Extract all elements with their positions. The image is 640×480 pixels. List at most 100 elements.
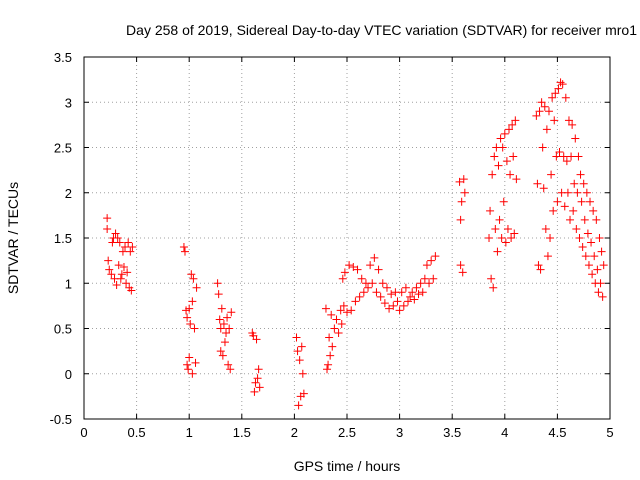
data-point bbox=[567, 152, 576, 161]
data-point bbox=[111, 229, 120, 238]
data-point bbox=[490, 152, 499, 161]
data-point bbox=[416, 279, 425, 288]
data-point bbox=[370, 253, 379, 262]
data-point bbox=[418, 288, 427, 297]
data-point bbox=[505, 125, 514, 134]
data-point bbox=[183, 360, 192, 369]
data-point bbox=[382, 283, 391, 292]
data-point bbox=[185, 353, 194, 362]
data-point bbox=[534, 261, 543, 270]
x-axis-label: GPS time / hours bbox=[294, 458, 401, 474]
x-tick-label: 2 bbox=[291, 425, 298, 440]
data-point bbox=[406, 292, 415, 301]
data-point bbox=[336, 306, 345, 315]
data-point bbox=[337, 319, 346, 328]
data-point bbox=[429, 274, 438, 283]
data-point bbox=[227, 308, 236, 317]
data-point bbox=[594, 288, 603, 297]
data-point bbox=[538, 143, 547, 152]
data-point bbox=[380, 299, 389, 308]
data-point bbox=[497, 234, 506, 242]
data-point bbox=[576, 170, 585, 179]
data-point bbox=[404, 297, 413, 306]
data-point bbox=[583, 229, 592, 238]
data-point bbox=[187, 270, 196, 279]
data-point bbox=[399, 301, 408, 310]
data-point bbox=[581, 252, 590, 261]
data-point bbox=[493, 247, 502, 256]
data-point bbox=[427, 256, 436, 265]
data-point bbox=[508, 120, 517, 129]
data-point bbox=[191, 358, 200, 367]
y-tick-label: 3 bbox=[65, 95, 72, 110]
x-tick-label: 0 bbox=[80, 425, 87, 440]
data-point bbox=[343, 308, 351, 317]
data-point bbox=[254, 365, 263, 374]
data-point bbox=[114, 261, 123, 270]
data-point bbox=[353, 265, 362, 274]
data-point bbox=[494, 161, 503, 170]
data-point bbox=[112, 281, 121, 290]
data-point bbox=[599, 261, 608, 270]
data-point bbox=[185, 304, 194, 313]
data-point bbox=[577, 197, 586, 206]
data-point bbox=[563, 188, 572, 197]
data-point bbox=[489, 283, 498, 292]
data-point bbox=[455, 177, 464, 186]
data-point bbox=[498, 143, 507, 152]
x-tick-label: 3.5 bbox=[443, 425, 461, 440]
data-point bbox=[126, 247, 135, 256]
data-point bbox=[556, 78, 565, 87]
data-point bbox=[587, 238, 596, 247]
data-point bbox=[255, 383, 264, 392]
data-point bbox=[219, 319, 228, 328]
data-point bbox=[425, 279, 434, 288]
data-point bbox=[355, 292, 364, 301]
data-point bbox=[550, 116, 559, 125]
data-point bbox=[121, 243, 130, 252]
data-point bbox=[547, 170, 556, 179]
data-point bbox=[537, 98, 546, 107]
data-point bbox=[108, 238, 117, 247]
data-point bbox=[486, 206, 495, 215]
data-point bbox=[188, 369, 197, 378]
data-point bbox=[564, 116, 573, 125]
data-point bbox=[540, 102, 549, 111]
data-point bbox=[539, 184, 548, 193]
data-point bbox=[412, 283, 421, 292]
data-point bbox=[103, 214, 112, 223]
data-point bbox=[107, 270, 116, 279]
data-point bbox=[575, 234, 584, 242]
data-point bbox=[536, 265, 545, 274]
data-point bbox=[532, 111, 541, 120]
data-point bbox=[340, 268, 349, 277]
x-tick-label: 1.5 bbox=[233, 425, 251, 440]
x-tick-labels: 0 0.5 1 1.5 2 2.5 3 3.5 4 4.5 5 bbox=[80, 425, 613, 440]
data-point bbox=[395, 306, 404, 315]
data-point bbox=[512, 175, 521, 184]
data-point bbox=[431, 252, 440, 261]
data-point bbox=[499, 197, 508, 206]
data-point bbox=[503, 224, 512, 233]
data-point bbox=[597, 247, 606, 256]
data-point bbox=[128, 243, 137, 252]
data-point bbox=[507, 234, 516, 242]
y-tick-label: 1.5 bbox=[54, 231, 72, 246]
data-point bbox=[325, 333, 334, 342]
data-point bbox=[297, 342, 306, 351]
data-point bbox=[566, 215, 575, 224]
data-point bbox=[561, 93, 570, 102]
data-point bbox=[588, 270, 597, 279]
data-point bbox=[299, 389, 308, 398]
data-point bbox=[541, 224, 550, 233]
data-point bbox=[506, 170, 515, 179]
data-point bbox=[295, 356, 304, 365]
data-point bbox=[559, 152, 568, 161]
y-tick-label: -0.5 bbox=[50, 412, 72, 427]
data-point bbox=[511, 116, 520, 125]
data-point bbox=[555, 148, 564, 157]
data-point bbox=[364, 283, 373, 292]
data-point bbox=[533, 179, 542, 188]
x-tick-label: 0.5 bbox=[128, 425, 146, 440]
data-point bbox=[586, 197, 595, 206]
